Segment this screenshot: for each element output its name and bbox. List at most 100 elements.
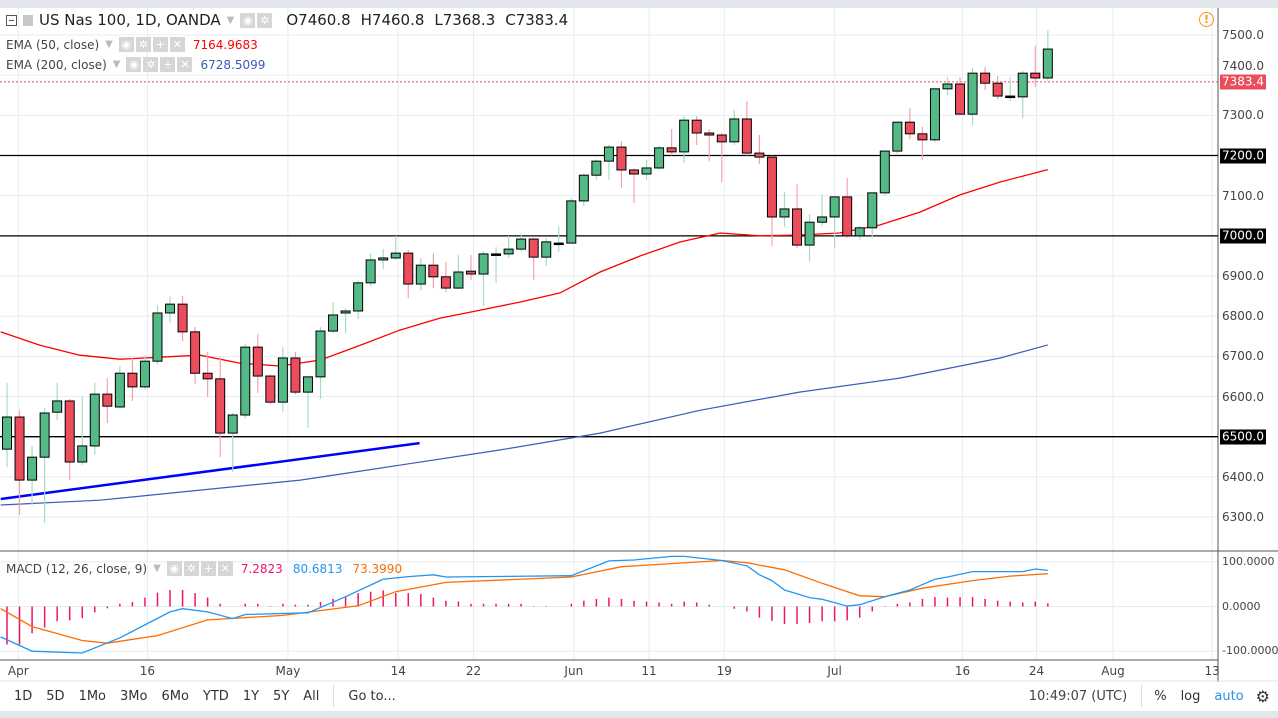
candle (817, 216, 828, 223)
candle (39, 412, 50, 458)
gear-icon[interactable]: ✲ (257, 12, 273, 28)
range-5d[interactable]: 5D (46, 688, 65, 704)
candle (1005, 95, 1016, 99)
settings-gear-icon[interactable]: ⚙ (1255, 686, 1270, 706)
range-1y[interactable]: 1Y (242, 688, 260, 704)
candle (917, 133, 928, 141)
plus-icon[interactable]: + (200, 561, 216, 576)
close-icon[interactable]: ✕ (169, 37, 185, 52)
candle (491, 253, 502, 256)
candle (365, 259, 376, 284)
alert-icon[interactable]: ! (1199, 12, 1214, 27)
candle (879, 150, 890, 194)
high-value: H7460.8 (360, 11, 425, 29)
candle (691, 119, 702, 134)
candle (102, 393, 113, 407)
candle (277, 357, 288, 403)
current-price-label: 7383.4 (1220, 74, 1266, 90)
range-3mo[interactable]: 3Mo (120, 688, 148, 704)
time-tick-label: 11 (641, 664, 657, 678)
low-value: L7368.3 (434, 11, 496, 29)
candle (52, 400, 63, 413)
range-ytd[interactable]: YTD (202, 688, 229, 704)
symbol-title[interactable]: US Nas 100, 1D, OANDA (39, 11, 221, 29)
chevron-down-icon[interactable]: ▼ (153, 563, 161, 574)
chevron-down-icon[interactable]: ▼ (112, 59, 121, 70)
range-all[interactable]: All (303, 688, 320, 704)
eye-icon[interactable]: ◉ (118, 37, 134, 52)
chevron-down-icon[interactable]: ▼ (226, 14, 235, 26)
candle (942, 83, 953, 90)
chevron-down-icon[interactable]: ▼ (105, 39, 113, 50)
candle (566, 200, 577, 244)
macd-signal-line (0, 559, 1048, 644)
goto-button[interactable]: Go to... (348, 688, 396, 704)
symbol-icon (23, 14, 33, 26)
gear-icon[interactable]: ✲ (143, 57, 159, 72)
ema200-legend: EMA (200, close) ▼ ◉ ✲ + ✕ 6728.5099 (6, 57, 265, 72)
macd-histogram-value: 7.2823 (240, 561, 283, 576)
close-icon[interactable]: ✕ (217, 561, 233, 576)
percent-toggle[interactable]: % (1154, 688, 1167, 704)
candle (892, 121, 903, 152)
price-tick-label: 6800.0 (1222, 309, 1264, 324)
candle (1042, 48, 1053, 79)
price-tick-label: 6700.0 (1222, 349, 1264, 364)
gear-icon[interactable]: ✲ (183, 561, 199, 576)
bottom-toolbar: 1D 5D 1Mo 3Mo 6Mo YTD 1Y 5Y All Go to... 10:49:0… (0, 682, 1278, 710)
gear-icon[interactable]: ✲ (135, 37, 151, 52)
range-1mo[interactable]: 1Mo (78, 688, 107, 704)
ema50-line (0, 168, 1048, 367)
divider (333, 685, 335, 707)
ema200-name[interactable]: EMA (200, close) (6, 57, 107, 72)
level-price-label: 7000.0 (1220, 228, 1266, 244)
candle (992, 82, 1003, 97)
ema50-name[interactable]: EMA (50, close) (6, 37, 100, 52)
range-5y[interactable]: 5Y (273, 688, 290, 704)
candle (666, 147, 677, 153)
eye-icon[interactable]: ◉ (166, 561, 182, 576)
time-tick-label: Jun (564, 664, 584, 678)
candle (804, 221, 815, 246)
plus-icon[interactable]: + (160, 57, 176, 72)
candle (139, 360, 150, 388)
range-6mo[interactable]: 6Mo (161, 688, 189, 704)
candle (353, 282, 364, 312)
time-tick-label: 14 (390, 664, 406, 678)
eye-icon[interactable]: ◉ (240, 12, 256, 28)
candle (227, 414, 238, 434)
macd-name[interactable]: MACD (12, 26, close, 9) (6, 561, 148, 576)
ema50-value: 7164.9683 (192, 37, 258, 52)
open-value: O7460.8 (286, 11, 351, 29)
time-tick-label: Apr (7, 664, 29, 678)
range-1d[interactable]: 1D (14, 688, 33, 704)
macd-signal-value: 73.3990 (352, 561, 403, 576)
candle (904, 121, 915, 135)
macd-line (0, 555, 1048, 654)
candle (240, 346, 251, 416)
price-tick-label: 6400.0 (1222, 469, 1264, 484)
log-toggle[interactable]: log (1180, 688, 1201, 704)
candle (792, 208, 803, 246)
candle (215, 378, 226, 434)
candle (867, 192, 878, 229)
candle (516, 238, 527, 250)
plus-icon[interactable]: + (152, 37, 168, 52)
chart-canvas[interactable] (0, 0, 1278, 682)
candle (165, 303, 176, 314)
candle (629, 169, 639, 175)
candle (89, 393, 100, 447)
candle (704, 132, 715, 136)
candle (578, 174, 589, 202)
close-icon[interactable]: ✕ (177, 57, 193, 72)
eye-icon[interactable]: ◉ (126, 57, 142, 72)
range-buttons: 1D 5D 1Mo 3Mo 6Mo YTD 1Y 5Y All (0, 689, 319, 704)
candle (716, 134, 727, 143)
price-tick-label: 6600.0 (1222, 389, 1264, 404)
collapse-icon[interactable] (6, 14, 17, 26)
candle (478, 253, 489, 275)
candle (290, 357, 301, 393)
time-tick-label: 22 (465, 664, 482, 678)
auto-toggle[interactable]: auto (1214, 688, 1244, 704)
candle (265, 375, 276, 403)
